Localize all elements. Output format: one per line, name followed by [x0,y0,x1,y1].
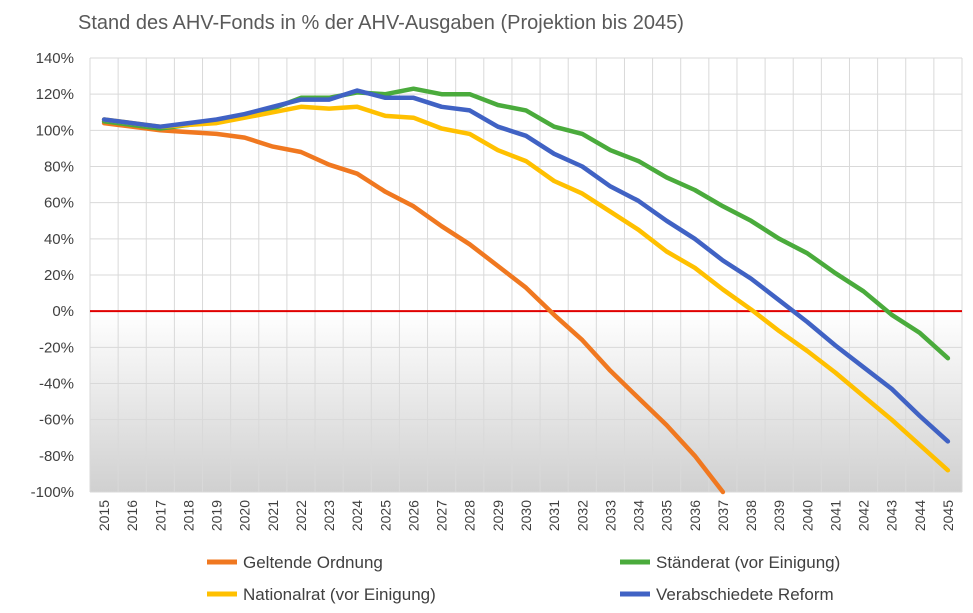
x-tick-label: 2043 [884,500,900,531]
x-tick-label: 2040 [799,500,815,531]
legend: Geltende Ordnung Ständerat (vor Einigung)… [207,553,840,604]
y-tick-label: -80% [39,448,74,465]
series-lines [101,86,951,495]
x-tick-label: 2022 [293,500,309,531]
x-tick-label: 2017 [152,500,168,531]
x-tick-label: 2020 [237,500,253,531]
x-tick-label: 2045 [940,500,956,531]
x-tick-label: 2023 [321,500,337,531]
x-tick-label: 2034 [631,500,647,531]
x-tick-label: 2036 [687,500,703,531]
x-tick-label: 2038 [743,500,759,531]
x-tick-label: 2027 [434,500,450,531]
x-tick-label: 2033 [602,500,618,531]
y-tick-label: -60% [39,412,74,429]
x-tick-label: 2015 [96,500,112,531]
y-tick-label: -40% [39,376,74,393]
x-tick-label: 2018 [180,500,196,531]
x-tick-label: 2016 [124,500,140,531]
y-tick-label: -20% [39,339,74,356]
x-tick-label: 2030 [518,500,534,531]
y-axis-tick-labels: 140% 120% 100% 80% 60% 40% 20% 0% -20% -40% -60% -8… [31,50,74,501]
x-tick-label: 2039 [771,500,787,531]
legend-label: Nationalrat (vor Einigung) [243,585,436,604]
x-tick-label: 2021 [265,500,281,531]
x-tick-label: 2028 [462,500,478,531]
x-tick-label: 2032 [574,500,590,531]
negative-shaded-area [90,311,962,492]
x-tick-label: 2042 [856,500,872,531]
chart-title: Stand des AHV-Fonds in % der AHV-Ausgabe… [78,12,684,34]
y-tick-label: 100% [36,122,74,139]
x-tick-label: 2024 [349,500,365,531]
y-tick-label: 0% [52,303,74,320]
legend-label: Verabschiedete Reform [656,585,834,604]
x-tick-label: 2031 [546,500,562,531]
series-line-1 [101,120,726,495]
gridlines [89,57,963,493]
x-tick-label: 2041 [827,500,843,531]
x-tick-label: 2019 [209,500,225,531]
y-tick-label: 60% [44,195,74,212]
y-tick-label: 140% [36,50,74,67]
x-tick-label: 2035 [659,500,675,531]
series-line-3 [101,104,951,473]
y-tick-label: 20% [44,267,74,284]
legend-label: Ständerat (vor Einigung) [656,553,840,572]
y-tick-label: -100% [31,484,74,501]
x-axis-tick-labels: 2015 2016 2017 2018 2019 2020 2021 2022 2023 2024… [96,500,956,531]
x-tick-label: 2044 [912,500,928,531]
x-tick-label: 2025 [377,500,393,531]
y-tick-label: 120% [36,86,74,103]
x-tick-label: 2029 [490,500,506,531]
legend-label: Geltende Ordnung [243,553,383,572]
x-tick-label: 2037 [715,500,731,531]
y-tick-label: 80% [44,159,74,176]
series-line-4 [101,88,951,444]
x-tick-label: 2026 [405,500,421,531]
y-tick-label: 40% [44,231,74,248]
